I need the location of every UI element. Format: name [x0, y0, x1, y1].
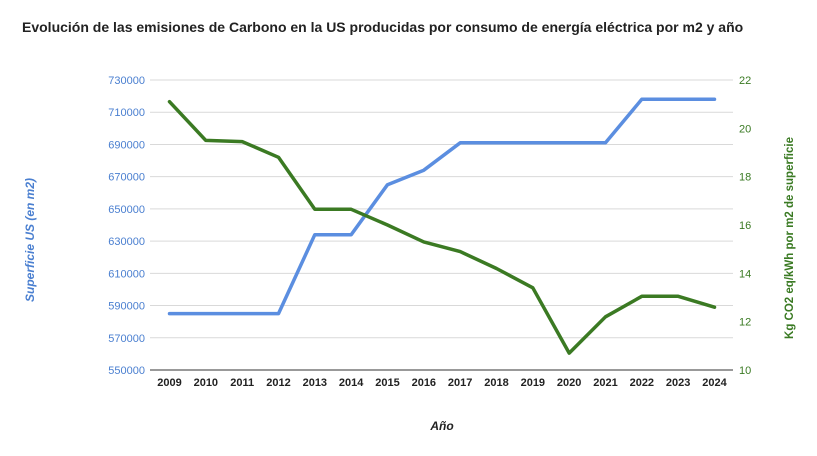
x-tick-label: 2016 [412, 377, 436, 389]
left-tick-label: 710000 [108, 107, 145, 119]
x-tick-label: 2023 [666, 377, 690, 389]
left-tick-label: 690000 [108, 139, 145, 151]
series-layer [167, 97, 717, 355]
right-tick-label: 16 [739, 220, 751, 232]
left-tick-label: 730000 [108, 75, 145, 87]
x-tick-label: 2014 [339, 377, 364, 389]
x-tick-label: 2020 [557, 377, 581, 389]
series-line-superficie [167, 97, 717, 316]
left-tick-label: 590000 [108, 301, 145, 313]
x-tick-label: 2017 [448, 377, 472, 389]
chart-title: Evolución de las emisiones de Carbono en… [22, 19, 743, 35]
x-tick-label: 2013 [303, 377, 327, 389]
right-tick-label: 10 [739, 365, 751, 377]
right-tick-label: 18 [739, 172, 751, 184]
right-tick-label: 12 [739, 317, 751, 329]
right-axis-label: Kg CO2 eq/kWh por m2 de superficie [784, 137, 796, 339]
x-tick-label: 2019 [521, 377, 545, 389]
left-tick-label: 630000 [108, 236, 145, 248]
x-axis-ticks: 2009 2010 2011 2012 2013 2014 2015 2016 2017 2018… [157, 377, 727, 389]
left-tick-label: 670000 [108, 172, 145, 184]
series-line-co2 [167, 99, 717, 355]
left-axis-ticks: 550000 570000 590000 610000 630000 650000 6700… [108, 75, 145, 377]
right-tick-label: 22 [739, 75, 751, 87]
x-tick-label: 2009 [157, 377, 181, 389]
right-tick-label: 20 [739, 123, 751, 135]
right-axis-ticks: 10 12 14 16 18 20 22 [739, 75, 751, 377]
right-tick-label: 14 [739, 268, 751, 280]
x-tick-label: 2018 [484, 377, 508, 389]
x-tick-label: 2021 [593, 377, 617, 389]
gridlines [150, 79, 733, 339]
left-tick-label: 570000 [108, 333, 145, 345]
left-tick-label: 610000 [108, 268, 145, 280]
x-tick-label: 2015 [375, 377, 399, 389]
x-axis-label: Año [429, 419, 453, 433]
x-tick-label: 2010 [194, 377, 218, 389]
x-tick-label: 2012 [266, 377, 290, 389]
left-tick-label: 650000 [108, 204, 145, 216]
x-tick-label: 2022 [630, 377, 654, 389]
left-axis-label: Superficie US (en m2) [23, 178, 37, 302]
x-tick-label: 2011 [230, 377, 254, 389]
left-tick-label: 550000 [108, 365, 145, 377]
x-tick-label: 2024 [702, 377, 727, 389]
